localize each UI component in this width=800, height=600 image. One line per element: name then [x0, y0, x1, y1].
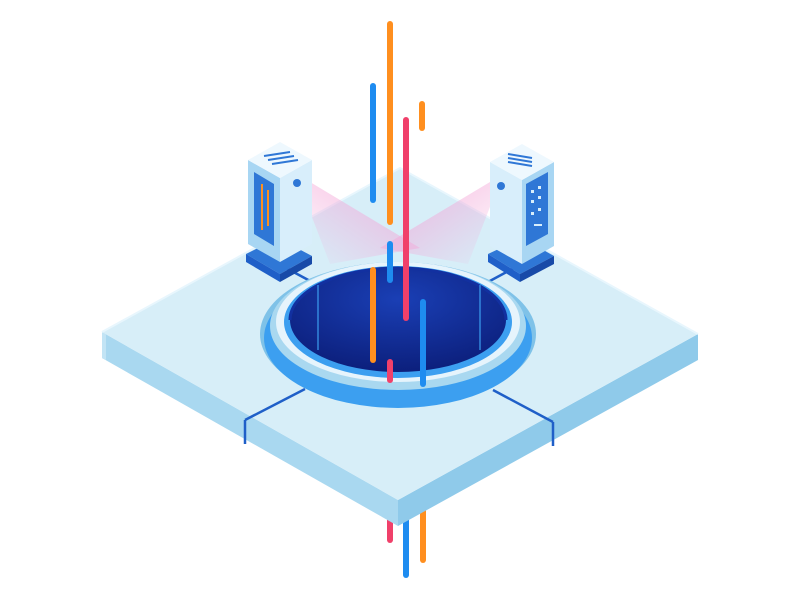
data-streams: [370, 21, 426, 387]
server-left: [246, 142, 312, 282]
portal-hole: [260, 262, 536, 408]
server-right: [488, 144, 554, 282]
